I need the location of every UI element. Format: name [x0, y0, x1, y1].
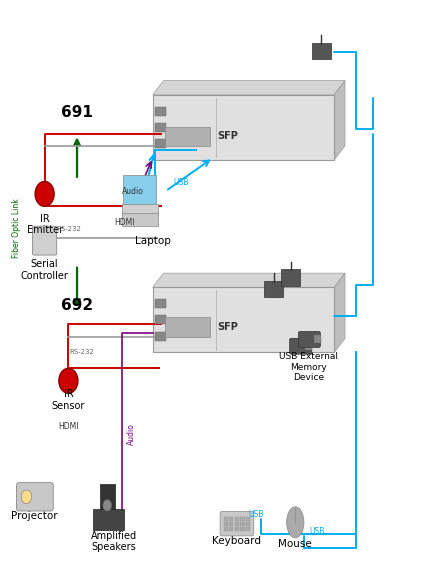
- FancyBboxPatch shape: [16, 483, 53, 511]
- Text: RS-232: RS-232: [56, 226, 81, 232]
- Polygon shape: [152, 81, 344, 95]
- Text: RS-232: RS-232: [69, 349, 94, 354]
- FancyBboxPatch shape: [121, 204, 158, 215]
- FancyBboxPatch shape: [246, 517, 250, 521]
- Text: SFP: SFP: [217, 322, 238, 332]
- FancyBboxPatch shape: [164, 318, 209, 337]
- FancyBboxPatch shape: [246, 527, 250, 531]
- Text: Projector: Projector: [11, 511, 58, 521]
- FancyBboxPatch shape: [155, 139, 165, 148]
- FancyBboxPatch shape: [164, 126, 209, 146]
- FancyBboxPatch shape: [223, 517, 227, 521]
- Text: Serial
Controller: Serial Controller: [21, 259, 69, 281]
- FancyBboxPatch shape: [223, 522, 227, 526]
- FancyBboxPatch shape: [93, 509, 123, 530]
- FancyBboxPatch shape: [263, 281, 283, 297]
- Text: Audio: Audio: [122, 187, 144, 196]
- FancyBboxPatch shape: [99, 484, 115, 521]
- Circle shape: [35, 182, 54, 207]
- Polygon shape: [152, 273, 344, 287]
- Polygon shape: [333, 273, 344, 352]
- Text: HDMI: HDMI: [114, 218, 135, 227]
- FancyBboxPatch shape: [33, 226, 56, 255]
- FancyBboxPatch shape: [234, 517, 239, 521]
- FancyBboxPatch shape: [155, 332, 165, 341]
- Text: Keyboard: Keyboard: [212, 537, 261, 546]
- FancyBboxPatch shape: [246, 522, 250, 526]
- FancyBboxPatch shape: [240, 517, 244, 521]
- FancyBboxPatch shape: [123, 175, 156, 210]
- Text: HDMI: HDMI: [58, 422, 79, 431]
- FancyBboxPatch shape: [155, 315, 165, 324]
- FancyBboxPatch shape: [229, 517, 233, 521]
- Text: 691: 691: [61, 105, 93, 121]
- FancyBboxPatch shape: [240, 527, 244, 531]
- Circle shape: [103, 500, 112, 511]
- Text: USB: USB: [248, 510, 263, 519]
- FancyBboxPatch shape: [289, 339, 311, 354]
- FancyBboxPatch shape: [155, 106, 165, 116]
- FancyBboxPatch shape: [152, 95, 333, 160]
- Text: SFP: SFP: [217, 131, 238, 141]
- Text: 692: 692: [61, 298, 93, 313]
- Text: USB: USB: [173, 179, 188, 187]
- Text: Audio: Audio: [126, 423, 135, 445]
- Circle shape: [59, 368, 78, 393]
- Text: Amplified
Speakers: Amplified Speakers: [91, 531, 137, 552]
- FancyBboxPatch shape: [298, 332, 319, 347]
- Ellipse shape: [286, 507, 303, 538]
- FancyBboxPatch shape: [305, 343, 312, 350]
- Polygon shape: [333, 81, 344, 160]
- FancyBboxPatch shape: [152, 287, 333, 352]
- FancyBboxPatch shape: [155, 299, 165, 308]
- Text: Laptop: Laptop: [135, 236, 170, 246]
- Text: Fiber Optic Link: Fiber Optic Link: [12, 198, 21, 258]
- FancyBboxPatch shape: [281, 269, 300, 286]
- Text: IR
Emitter: IR Emitter: [26, 214, 62, 236]
- Text: USB: USB: [309, 527, 324, 535]
- FancyBboxPatch shape: [220, 512, 253, 536]
- FancyBboxPatch shape: [240, 522, 244, 526]
- FancyBboxPatch shape: [311, 43, 330, 59]
- FancyBboxPatch shape: [155, 123, 165, 132]
- Text: USB External
Memory
Device: USB External Memory Device: [278, 352, 337, 382]
- Text: IR
Sensor: IR Sensor: [52, 389, 85, 411]
- FancyBboxPatch shape: [234, 522, 239, 526]
- FancyBboxPatch shape: [121, 213, 158, 226]
- FancyBboxPatch shape: [229, 522, 233, 526]
- Text: Mouse: Mouse: [278, 539, 312, 549]
- FancyBboxPatch shape: [229, 527, 233, 531]
- FancyBboxPatch shape: [223, 527, 227, 531]
- FancyBboxPatch shape: [313, 336, 320, 343]
- FancyBboxPatch shape: [234, 527, 239, 531]
- Circle shape: [21, 490, 32, 504]
